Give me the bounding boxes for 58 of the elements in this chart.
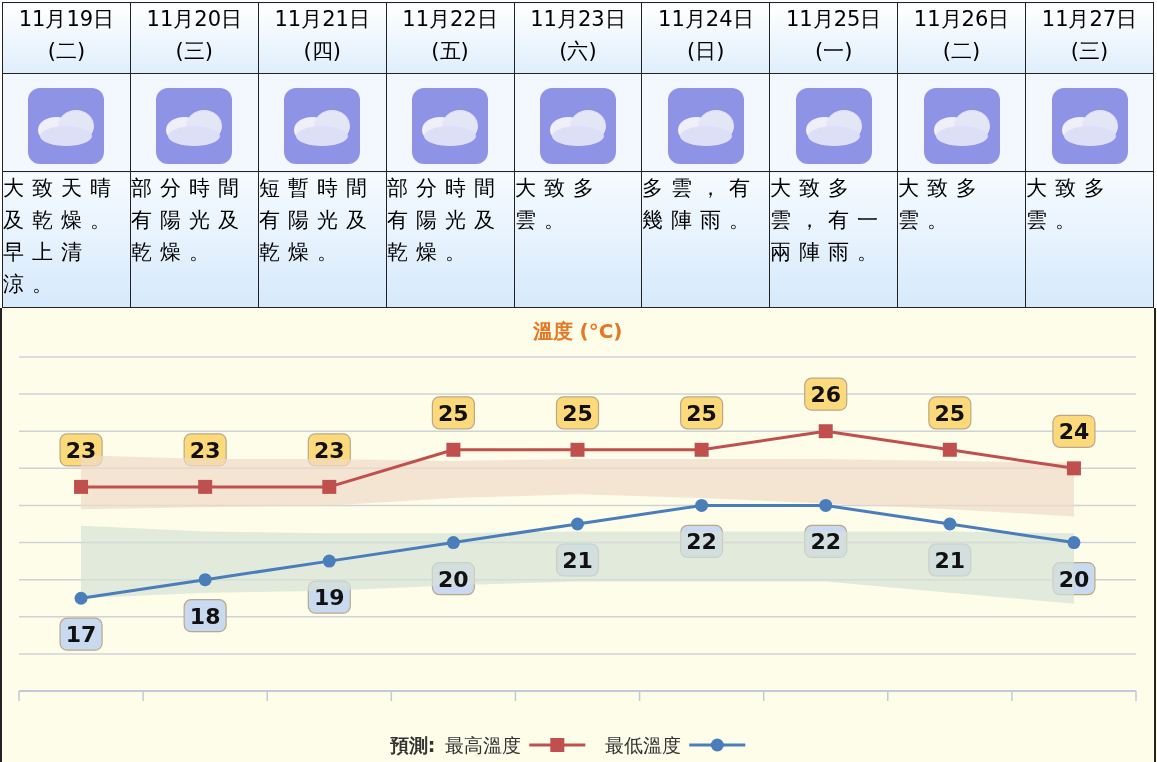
data-label: 25 [562,400,593,426]
data-label: 23 [313,437,345,463]
text: 部分時間有陽光及乾燥。 [130,171,259,308]
point [74,591,88,605]
point [446,442,461,457]
point [198,573,212,587]
data-label: 26 [810,382,842,408]
point [198,479,213,494]
point [571,517,584,531]
text: 大致多雲。 [1025,171,1154,308]
x-tick-label: 11月22日 (五) [401,6,499,65]
point [694,442,709,457]
data-label: 22 [686,529,717,555]
data-label: 23 [65,437,97,463]
point [322,554,336,568]
legend-label: 最高溫度 [445,734,522,756]
data-label: 19 [313,585,345,611]
data-label: 18 [189,603,221,629]
point [818,424,833,439]
legend-label: 最低溫度 [605,734,682,756]
text: 大致天晴及乾燥。早上清涼。 [2,171,131,308]
point [695,498,709,512]
x-tick-label: 11月24日 (日) [657,6,755,65]
data-label: 20 [438,566,469,592]
text: 部分時間有陽光及乾燥。 [386,171,514,308]
point [322,479,337,494]
data-label: 25 [438,400,469,426]
x-tick-label: 11月21日 (四) [273,6,371,65]
text: 多雲，有幾陣雨。 [641,171,770,308]
point [819,498,833,512]
point [943,517,957,531]
text: 大致多雲。 [514,171,642,308]
data-label: 24 [1058,419,1090,445]
x-tick-label: 11月19日 (二) [17,6,116,65]
data-label: 23 [189,437,221,463]
x-tick-label: 11月26日 (二) [912,6,1011,65]
point [1066,461,1081,476]
legend-title: 預測: [388,734,436,756]
x-tick-label: 11月23日 (六) [529,6,627,65]
data-label: 21 [562,548,593,573]
text: 大致多雲，有一兩陣雨。 [769,171,898,308]
point [74,479,89,494]
x-tick-label: 11月25日 (一) [784,6,883,65]
data-label: 25 [934,400,966,426]
x-tick-label: 11月27日 (三) [1040,6,1139,65]
point [942,442,957,457]
data-label: 21 [934,548,966,573]
point [570,442,585,457]
point [446,536,460,550]
text: 大致多雲。 [897,171,1026,308]
data-label: 20 [1058,566,1090,592]
x-tick-label: 11月20日 (三) [145,6,244,65]
data-label: 17 [65,622,97,648]
point [1067,536,1081,550]
chart-title: 溫度 (°C) [531,319,623,343]
data-label: 22 [810,529,842,555]
data-label: 25 [686,400,717,426]
text: 短暫時間有陽光及乾燥。 [258,171,387,308]
